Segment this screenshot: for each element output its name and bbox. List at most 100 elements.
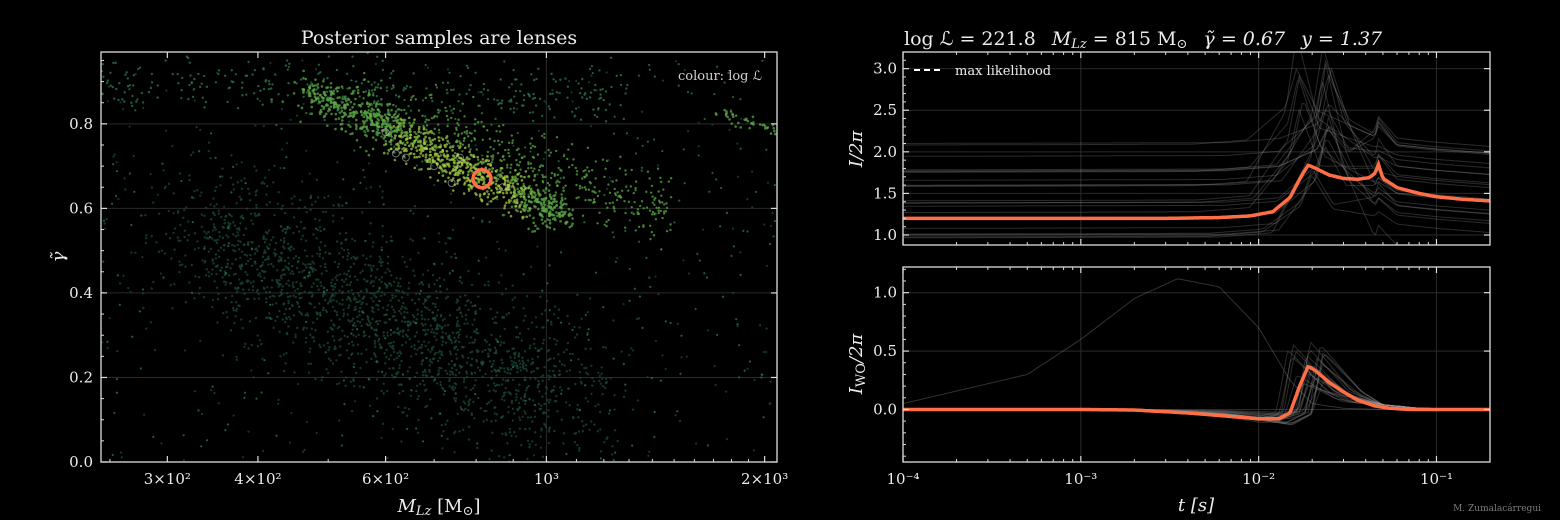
scatter-point (586, 331, 589, 335)
scatter-point (409, 109, 413, 112)
scatter-point (507, 148, 510, 151)
scatter-point (397, 124, 400, 128)
scatter-point (359, 320, 362, 324)
scatter-point (761, 59, 764, 62)
scatter-point (403, 143, 407, 147)
scatter-point (519, 362, 522, 365)
scatter-point (356, 85, 360, 89)
scatter-point (559, 251, 563, 254)
scatter-point (315, 278, 318, 281)
scatter-point (474, 192, 477, 195)
scatter-point (472, 95, 475, 99)
scatter-point (359, 271, 362, 274)
scatter-point (444, 324, 447, 327)
scatter-point (344, 238, 347, 242)
scatter-point (492, 389, 495, 392)
scatter-point (463, 115, 466, 118)
scatter-point (390, 135, 393, 139)
scatter-point (516, 209, 519, 213)
scatter-point (232, 221, 235, 224)
scatter-point (486, 89, 490, 92)
scatter-point (525, 295, 529, 298)
scatter-point (575, 169, 579, 173)
scatter-point (440, 159, 443, 162)
scatter-point (680, 334, 683, 337)
scatter-point (428, 158, 432, 161)
scatter-point (748, 126, 751, 130)
scatter-point (583, 221, 586, 224)
scatter-point (517, 389, 520, 393)
scatter-point (417, 394, 420, 398)
scatter-point (200, 191, 203, 194)
scatter-point (446, 81, 450, 84)
scatter-point (408, 130, 412, 134)
scatter-point (192, 88, 195, 92)
scatter-point (320, 378, 323, 382)
scatter-point (312, 339, 316, 343)
scatter-point (558, 215, 561, 219)
scatter-point (432, 357, 436, 360)
scatter-point (227, 235, 230, 239)
scatter-point (217, 69, 221, 72)
scatter-point (575, 183, 578, 187)
scatter-point (139, 367, 142, 370)
scatter-point (470, 154, 474, 158)
scatter-point (420, 310, 423, 313)
scatter-point (573, 325, 576, 329)
scatter-point (649, 224, 652, 228)
scatter-point (331, 278, 334, 282)
scatter-point (529, 344, 532, 347)
scatter-point (211, 229, 215, 232)
scatter-point (377, 308, 380, 311)
scatter-point (612, 319, 615, 322)
scatter-point (455, 126, 458, 130)
scatter-point (584, 347, 587, 351)
scatter-point (188, 281, 191, 284)
scatter-point (532, 342, 536, 346)
scatter-point (660, 248, 663, 251)
scatter-point (453, 151, 457, 155)
scatter-point (539, 407, 543, 411)
scatter-point (371, 129, 374, 133)
scatter-point (587, 170, 591, 173)
scatter-point (193, 232, 197, 235)
scatter-point (367, 153, 371, 157)
scatter-point (354, 298, 358, 301)
scatter-point (575, 79, 578, 83)
scatter-point (588, 67, 592, 71)
scatter-point (291, 304, 294, 308)
scatter-point (363, 130, 366, 133)
scatter-point (209, 247, 213, 251)
scatter-point (287, 81, 290, 85)
scatter-point (361, 318, 364, 321)
scatter-point (503, 60, 506, 63)
scatter-point (299, 120, 302, 124)
scatter-point (512, 306, 515, 309)
scatter-point (544, 309, 547, 312)
scatter-point (382, 331, 385, 334)
scatter-point (205, 85, 209, 89)
scatter-point (529, 416, 533, 419)
scatter-point (441, 319, 444, 322)
scatter-point (300, 291, 303, 295)
scatter-point (402, 291, 406, 295)
scatter-point (464, 407, 467, 411)
scatter-point (226, 258, 230, 262)
scatter-point (209, 203, 212, 206)
scatter-point (457, 336, 460, 339)
scatter-point (302, 76, 305, 80)
scatter-point (622, 117, 626, 121)
scatter-point (742, 229, 745, 232)
scatter-point (514, 435, 518, 438)
scatter-point (167, 182, 171, 186)
sample-curve (903, 77, 1490, 215)
scatter-point (521, 207, 525, 211)
scatter-point (516, 187, 519, 191)
scatter-point (564, 401, 568, 404)
scatter-point (172, 231, 175, 235)
scatter-point (386, 255, 390, 258)
scatter-point (280, 259, 283, 262)
scatter-point (413, 315, 416, 319)
scatter-point (340, 444, 343, 447)
scatter-point (406, 311, 409, 314)
